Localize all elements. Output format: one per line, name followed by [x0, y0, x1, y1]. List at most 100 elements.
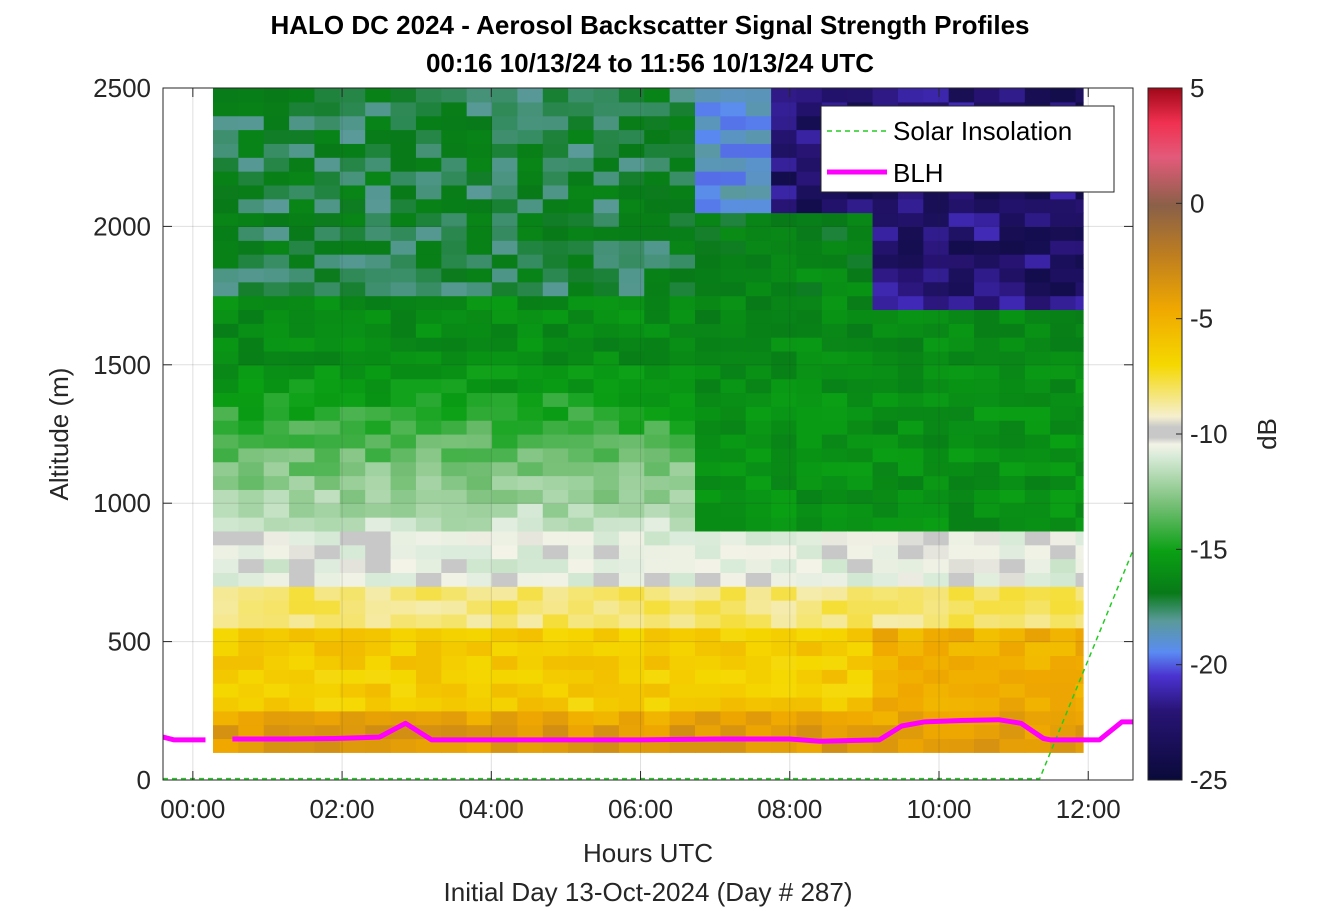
heatmap-cell [1075, 600, 1084, 615]
heatmap-cell [897, 392, 924, 407]
heatmap-cell [314, 461, 341, 477]
heatmap-cell [974, 613, 1001, 629]
heatmap-cell [365, 364, 392, 380]
heatmap-cell [390, 392, 417, 407]
heatmap-cell [568, 655, 595, 670]
heatmap-cell [289, 323, 316, 338]
heatmap-cell [263, 88, 290, 103]
heatmap-cell [1050, 198, 1077, 214]
heatmap-cell [263, 655, 290, 670]
heatmap-cell [1024, 240, 1051, 255]
heatmap-cell [441, 696, 468, 712]
heatmap-cell [1050, 323, 1077, 338]
heatmap-cell [568, 198, 595, 214]
heatmap-cell [263, 115, 290, 131]
heatmap-cell [669, 489, 696, 504]
heatmap-cell [695, 696, 721, 712]
heatmap-cell [644, 337, 671, 352]
heatmap-cell [593, 558, 620, 573]
heatmap-cell [593, 184, 620, 200]
heatmap-cell [923, 696, 950, 712]
heatmap-cell [923, 364, 950, 380]
heatmap-cell [339, 613, 366, 629]
heatmap-cell [847, 434, 874, 449]
heatmap-cell [441, 600, 468, 615]
heatmap-cell [441, 226, 468, 241]
heatmap-cell [644, 724, 671, 740]
heatmap-cell [745, 655, 772, 670]
heatmap-cell [314, 212, 341, 227]
heatmap-cell [618, 600, 645, 615]
heatmap-cell [923, 475, 950, 490]
heatmap-cell [289, 198, 316, 214]
heatmap-cell [999, 267, 1026, 283]
heatmap-cell [974, 558, 1001, 573]
heatmap-cell [897, 489, 924, 504]
heatmap-cell [771, 738, 798, 753]
heatmap-cell [263, 198, 290, 214]
heatmap-cell [466, 655, 493, 670]
heatmap-cell [695, 323, 721, 338]
heatmap-cell [289, 489, 316, 504]
heatmap-cell [466, 337, 493, 352]
heatmap-cell [1050, 420, 1077, 435]
heatmap-cell [314, 738, 341, 753]
heatmap-cell [441, 101, 468, 117]
heatmap-cell [720, 198, 747, 214]
heatmap-cell [669, 281, 696, 297]
heatmap-cell [339, 101, 366, 117]
heatmap-cell [492, 406, 519, 421]
heatmap-cell [695, 475, 721, 490]
heatmap-cell [492, 724, 519, 740]
heatmap-cell [390, 738, 417, 753]
heatmap-cell [618, 544, 645, 560]
heatmap-cell [948, 378, 975, 394]
heatmap-cell [314, 530, 341, 546]
heatmap-cell [948, 655, 975, 670]
heatmap-cell [542, 309, 569, 324]
heatmap-cell [897, 503, 924, 518]
heatmap-cell [212, 378, 239, 394]
heatmap-cell [517, 115, 544, 131]
heatmap-cell [441, 392, 468, 407]
heatmap-cell [289, 503, 316, 518]
heatmap-cell [238, 600, 265, 615]
heatmap-cell [695, 143, 721, 158]
heatmap-cell [314, 696, 341, 712]
heatmap-cell [974, 198, 1001, 214]
heatmap-cell [390, 350, 417, 366]
heatmap-cell [415, 337, 442, 352]
heatmap-cell [999, 281, 1026, 297]
heatmap-cell [441, 115, 468, 131]
heatmap-cell [821, 212, 848, 227]
heatmap-cell [771, 586, 798, 601]
heatmap-cell [618, 655, 645, 670]
heatmap-cell [1075, 254, 1084, 269]
heatmap-cell [923, 600, 950, 615]
heatmap-cell [263, 544, 290, 560]
heatmap-cell [466, 143, 493, 158]
heatmap-cell [872, 267, 899, 283]
heatmap-cell [492, 641, 519, 657]
heatmap-cell [618, 627, 645, 643]
heatmap-cell [695, 406, 721, 421]
heatmap-cell [1050, 669, 1077, 684]
heatmap-cell [847, 600, 874, 615]
heatmap-cell [821, 406, 848, 421]
heatmap-cell [238, 696, 265, 712]
heatmap-cell [365, 669, 392, 684]
heatmap-cell [517, 129, 544, 144]
heatmap-cell [289, 613, 316, 629]
y-tick-label: 1000 [93, 488, 151, 518]
heatmap-cell [263, 364, 290, 380]
heatmap-cell [466, 240, 493, 255]
heatmap-cell [745, 434, 772, 449]
heatmap-cell [390, 378, 417, 394]
legend-box [820, 105, 1115, 193]
heatmap-cell [441, 710, 468, 726]
x-axis-sublabel: Initial Day 13-Oct-2024 (Day # 287) [444, 877, 853, 907]
heatmap-cell [492, 129, 519, 144]
heatmap-cell [314, 254, 341, 269]
heatmap-cell [948, 669, 975, 684]
heatmap-cell [999, 696, 1026, 712]
